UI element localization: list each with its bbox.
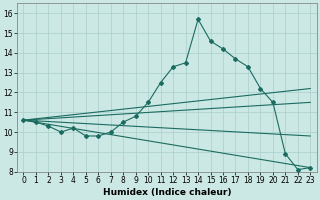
- X-axis label: Humidex (Indice chaleur): Humidex (Indice chaleur): [103, 188, 231, 197]
